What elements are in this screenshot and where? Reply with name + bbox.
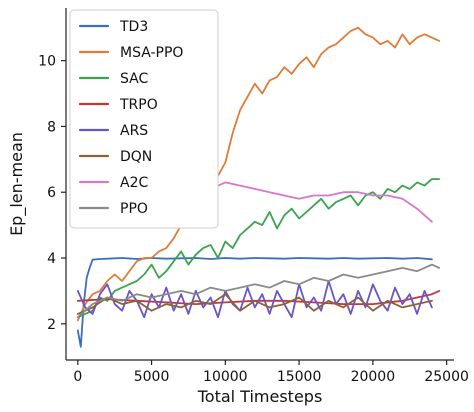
legend-label-ars: ARS: [120, 123, 148, 139]
x-tick-label: 0: [73, 369, 82, 385]
y-tick-label: 8: [47, 119, 56, 135]
x-tick-label: 5000: [134, 369, 170, 385]
tick-labels: 0 5000 10000 15000 20000 25000 2 4 6 8 10: [38, 54, 469, 385]
y-tick-label: 2: [47, 317, 56, 333]
legend-label-td3: TD3: [119, 19, 148, 35]
y-tick-label: 4: [47, 251, 56, 267]
x-axis-label: Total Timesteps: [197, 387, 323, 406]
series-line-trpo: [76, 289, 441, 306]
series-line-dqn: [76, 293, 433, 315]
x-tick-label: 15000: [277, 369, 322, 385]
legend-frame: [69, 9, 219, 229]
series-line-sac: [76, 178, 441, 319]
x-tick-label: 20000: [351, 369, 396, 385]
legend: TD3 MSA-PPO SAC TRPO ARS DQN A2C PPO: [69, 9, 219, 229]
series-line-msa-ppo: [76, 26, 441, 322]
legend-label-dqn: DQN: [120, 149, 152, 165]
y-tick-label: 6: [47, 185, 56, 201]
x-tick-label: 10000: [203, 369, 248, 385]
x-tick-label: 25000: [424, 369, 469, 385]
legend-label-ppo: PPO: [120, 201, 148, 217]
legend-label-a2c: A2C: [120, 175, 148, 191]
series-line-ppo: [76, 263, 441, 319]
axes: [65, 8, 454, 361]
legend-label-trpo: TRPO: [119, 97, 158, 113]
y-axis-label: Ep_len-mean: [7, 132, 27, 236]
series-line-ars: [76, 280, 433, 319]
legend-label-sac: SAC: [120, 71, 148, 87]
legend-label-msa-ppo: MSA-PPO: [120, 45, 183, 61]
y-tick-label: 10: [38, 54, 56, 70]
